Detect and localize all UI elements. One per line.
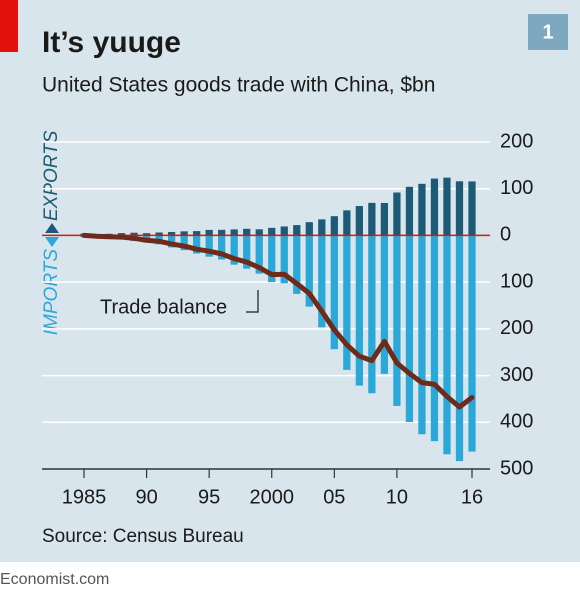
y-tick-label: 100 bbox=[500, 177, 533, 199]
bar bbox=[355, 235, 363, 386]
bar bbox=[318, 235, 326, 328]
bar bbox=[368, 235, 376, 394]
bar bbox=[468, 235, 476, 452]
y-tick-label: 0 bbox=[500, 224, 511, 246]
bar bbox=[455, 235, 464, 462]
bar bbox=[117, 233, 126, 236]
bar bbox=[218, 235, 226, 260]
x-tick-label: 90 bbox=[135, 486, 157, 508]
bar bbox=[355, 206, 363, 236]
side-labels: EXPORTS IMPORTS bbox=[41, 130, 62, 335]
bar bbox=[243, 228, 251, 236]
x-tick-label: 1985 bbox=[62, 486, 107, 508]
badge bbox=[528, 14, 568, 50]
bar bbox=[343, 235, 351, 370]
bar bbox=[130, 232, 138, 236]
bar bbox=[443, 235, 451, 455]
y-tick-label: 300 bbox=[500, 364, 533, 386]
bar bbox=[218, 229, 226, 236]
bar bbox=[368, 202, 376, 236]
bar bbox=[468, 181, 476, 236]
bar bbox=[418, 235, 426, 435]
chart-title: It’s yuuge bbox=[42, 26, 181, 59]
bar bbox=[418, 183, 426, 236]
bar bbox=[268, 227, 276, 236]
bar bbox=[205, 229, 213, 236]
bar bbox=[180, 231, 188, 236]
bar bbox=[243, 235, 251, 269]
x-tick-label: 95 bbox=[198, 486, 220, 508]
bar bbox=[318, 219, 326, 236]
bar bbox=[393, 192, 401, 236]
balance-leader bbox=[246, 290, 259, 313]
bar bbox=[193, 235, 201, 254]
bar bbox=[280, 235, 288, 284]
bar bbox=[230, 235, 238, 265]
bar bbox=[343, 210, 351, 236]
imports-label: IMPORTS bbox=[41, 249, 62, 336]
exports-arrow bbox=[45, 223, 59, 233]
y-tick-label: 100 bbox=[500, 270, 533, 292]
bar bbox=[430, 178, 439, 236]
x-tick-label: 16 bbox=[461, 486, 483, 508]
imports-arrow bbox=[45, 237, 59, 247]
bar bbox=[330, 235, 338, 350]
bar bbox=[205, 235, 213, 257]
bar bbox=[193, 231, 201, 236]
bar bbox=[393, 235, 401, 406]
y-tick-label: 500 bbox=[500, 457, 533, 479]
exports-label: EXPORTS bbox=[41, 130, 62, 221]
red-tag bbox=[0, 0, 18, 52]
footer: Economist.com bbox=[0, 571, 109, 588]
y-tick-label: 400 bbox=[500, 411, 533, 433]
x-tick-label: 2000 bbox=[249, 486, 294, 508]
bar bbox=[293, 235, 301, 294]
bar bbox=[430, 235, 439, 442]
x-tick-label: 10 bbox=[386, 486, 408, 508]
bar bbox=[167, 231, 176, 236]
bar bbox=[305, 222, 313, 236]
badge-text: 1 bbox=[542, 21, 553, 43]
bar bbox=[155, 232, 163, 236]
bar bbox=[293, 225, 301, 236]
y-tick-label: 200 bbox=[500, 130, 533, 152]
bar bbox=[142, 233, 151, 236]
balance-label: Trade balance bbox=[100, 296, 227, 318]
bar bbox=[405, 235, 414, 423]
bar bbox=[268, 235, 276, 283]
bar bbox=[230, 229, 238, 236]
x-tick-label: 05 bbox=[323, 486, 345, 508]
source: Source: Census Bureau bbox=[42, 526, 244, 547]
bar bbox=[455, 181, 464, 236]
bar bbox=[280, 226, 288, 236]
bar bbox=[255, 229, 263, 236]
bar bbox=[380, 202, 389, 236]
trade-balance-line bbox=[81, 232, 475, 410]
bar bbox=[305, 235, 313, 307]
bar bbox=[443, 177, 451, 236]
chart-subtitle: United States goods trade with China, $b… bbox=[42, 74, 435, 97]
y-tick-label: 200 bbox=[500, 317, 533, 339]
bar bbox=[255, 235, 263, 274]
bar bbox=[180, 235, 188, 251]
bar bbox=[380, 235, 389, 374]
bar bbox=[330, 216, 338, 236]
bar bbox=[405, 186, 414, 236]
